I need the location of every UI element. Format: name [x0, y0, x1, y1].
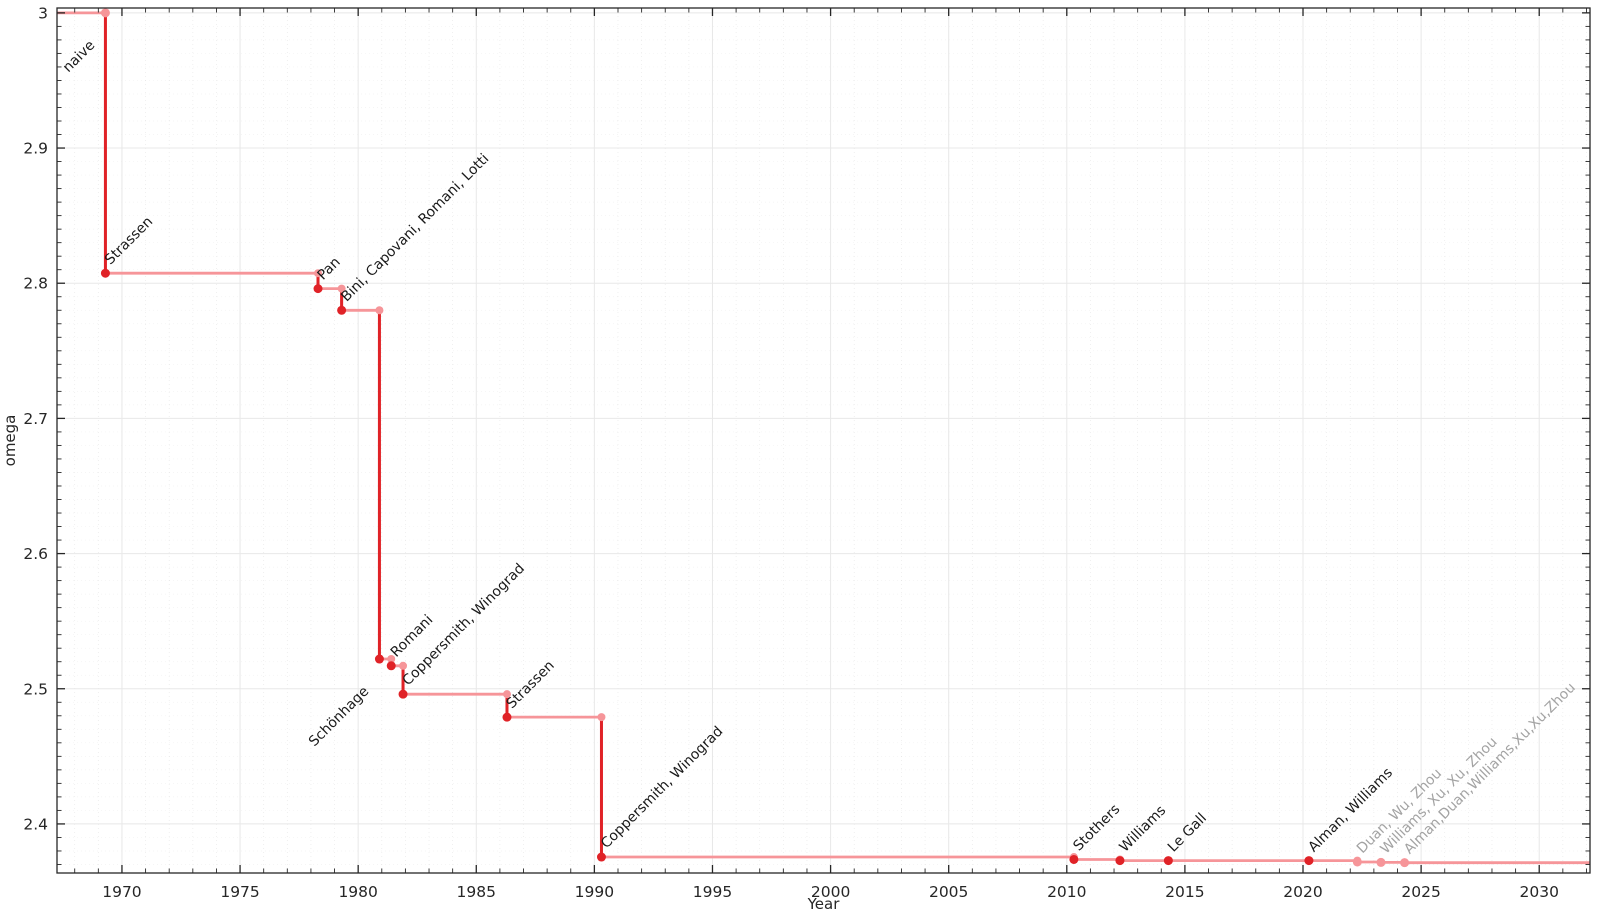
- record-step-line: [57, 11, 1590, 865]
- record-point-pan: [313, 284, 323, 294]
- x-tick-label-2010: 2010: [1047, 883, 1086, 901]
- step-corner-point: [399, 661, 408, 670]
- x-tick-label-1970: 1970: [102, 883, 141, 901]
- step-corner-point: [314, 269, 323, 278]
- record-point-bini-capovani-romani-lotti: [337, 305, 347, 315]
- y-tick-label-2.4: 2.4: [23, 815, 48, 833]
- x-tick-label-2025: 2025: [1401, 883, 1440, 901]
- x-tick-label-1980: 1980: [338, 883, 377, 901]
- y-tick-label-2.9: 2.9: [23, 140, 48, 158]
- record-label-williams: Williams: [1116, 803, 1169, 856]
- record-label-naive: naive: [60, 37, 98, 75]
- record-point-williams-xu-xu-zhou: [1376, 857, 1386, 867]
- record-point-le-gall: [1163, 856, 1173, 866]
- record-point-coppersmith-winograd: [596, 852, 606, 862]
- step-corner-point: [337, 284, 346, 293]
- record-label-strassen: Strassen: [102, 214, 156, 268]
- step-corner-point: [597, 713, 606, 722]
- x-axis-title: Year: [807, 895, 841, 913]
- x-tick-label-1985: 1985: [457, 883, 496, 901]
- record-label-strassen: Strassen: [503, 658, 557, 712]
- y-tick-label-2.6: 2.6: [23, 545, 48, 563]
- record-point-stothers: [1069, 854, 1079, 864]
- record-label-alman-duan-williams-xu-xu-zhou: Alman,Duan,Williams,Xu,Xu,Zhou: [1401, 680, 1579, 858]
- record-point-romani: [386, 661, 396, 671]
- record-point-coppersmith-winograd: [398, 689, 408, 699]
- step-corner-point: [375, 306, 384, 315]
- x-tick-label-2005: 2005: [929, 883, 968, 901]
- record-label-sch-nhage: Schönhage: [306, 684, 372, 750]
- x-tick-label-1990: 1990: [575, 883, 614, 901]
- record-point-naive: [100, 8, 110, 18]
- record-label-bini-capovani-romani-lotti: Bini, Capovani, Romani, Lotti: [338, 151, 492, 305]
- x-tick-label-2030: 2030: [1519, 883, 1558, 901]
- y-tick-label-3: 3: [38, 4, 48, 22]
- record-label-stothers: Stothers: [1070, 801, 1123, 854]
- step-corner-point: [387, 655, 396, 664]
- x-tick-label-1975: 1975: [220, 883, 259, 901]
- y-tick-label-2.5: 2.5: [23, 680, 48, 698]
- y-axis-title: omega: [1, 415, 19, 467]
- record-point-williams: [1115, 856, 1125, 866]
- x-tick-label-2000: 2000: [811, 883, 850, 901]
- record-point-alman-duan-williams-xu-xu-zhou: [1400, 858, 1410, 868]
- record-label-le-gall: Le Gall: [1165, 810, 1210, 855]
- y-tick-label-2.8: 2.8: [23, 275, 48, 293]
- y-tick-label-2.7: 2.7: [23, 410, 48, 428]
- record-label-williams-xu-xu-zhou: Williams, Xu, Xu, Zhou: [1377, 734, 1500, 857]
- record-point-duan-wu-zhou: [1352, 857, 1362, 867]
- record-point-alman-williams: [1304, 856, 1314, 866]
- x-tick-label-2015: 2015: [1165, 883, 1204, 901]
- record-point-strassen: [100, 268, 110, 278]
- x-tick-label-2020: 2020: [1283, 883, 1322, 901]
- record-point-strassen: [502, 712, 512, 722]
- x-tick-label-1995: 1995: [693, 883, 732, 901]
- step-corner-point: [502, 690, 511, 699]
- record-point-sch-nhage: [374, 654, 384, 664]
- plot-frame: [56, 7, 1591, 874]
